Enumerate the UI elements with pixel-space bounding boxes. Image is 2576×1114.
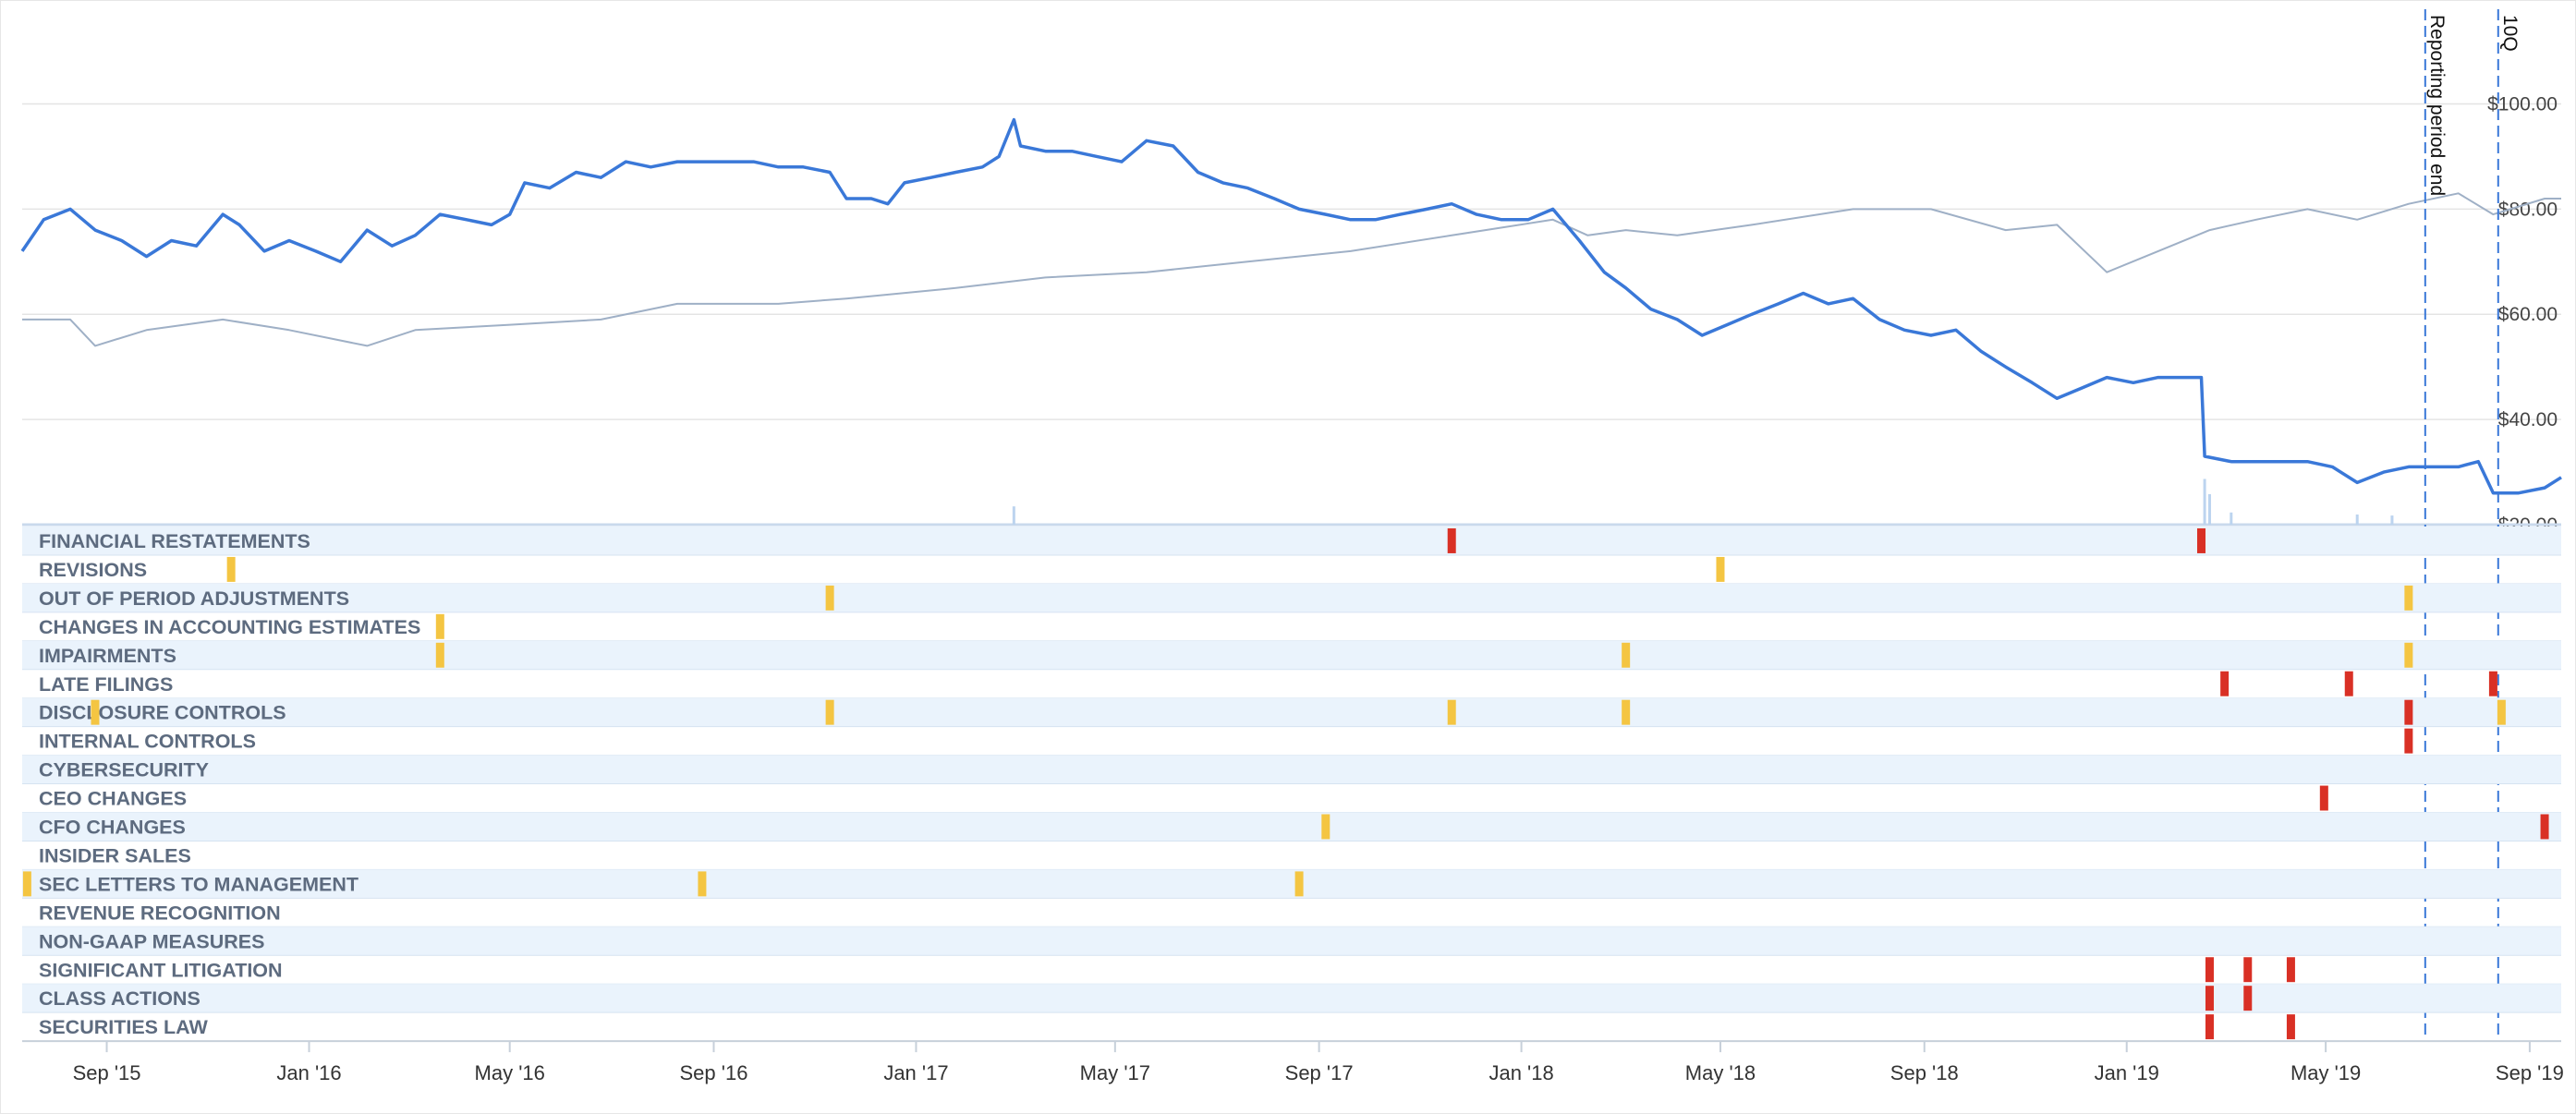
event-marker-red[interactable] [2205,1014,2214,1040]
event-marker-red[interactable] [2286,957,2295,983]
event-marker-yellow[interactable] [22,871,31,897]
event-row-label: LATE FILINGS [39,673,173,696]
event-marker-yellow[interactable] [435,642,444,668]
volume-bar [1012,506,1015,525]
volume-bar [2203,478,2206,525]
stock-price-line [20,117,2562,495]
event-row-label: OUT OF PERIOD ADJUSTMENTS [39,587,349,610]
event-row-label: INTERNAL CONTROLS [39,731,256,753]
event-row-label: INSIDER SALES [39,844,191,866]
event-marker-red[interactable] [2540,814,2549,840]
event-row-label: CYBERSECURITY [39,759,209,781]
price-tick-label: $100.00 [2487,93,2558,115]
event-marker-yellow[interactable] [1294,871,1304,897]
event-marker-red[interactable] [1447,528,1456,553]
event-marker-red[interactable] [2344,671,2353,696]
event-row-label: CEO CHANGES [39,788,187,810]
event-marker-yellow[interactable] [698,871,707,897]
x-axis-tick-label: Sep '15 [73,1061,141,1084]
x-axis-tick-label: Sep '18 [1890,1061,1959,1084]
event-marker-red[interactable] [2286,1014,2295,1040]
volume-bar [2390,515,2394,525]
event-marker-yellow[interactable] [825,699,834,725]
event-row-label: CHANGES IN ACCOUNTING ESTIMATES [39,616,420,638]
event-row-band [22,640,2561,670]
event-row-label: FINANCIAL RESTATEMENTS [39,530,310,552]
event-marker-yellow[interactable] [1622,642,1631,668]
event-row-band [22,697,2561,727]
event-marker-yellow[interactable] [435,613,444,639]
event-marker-yellow[interactable] [91,699,100,725]
event-marker-yellow[interactable] [1321,814,1331,840]
event-row-label: NON-GAAP MEASURES [39,930,265,952]
event-marker-red[interactable] [2319,785,2328,811]
event-marker-red[interactable] [2205,957,2214,983]
x-axis-tick-label: May '17 [1080,1061,1150,1084]
event-marker-red[interactable] [2205,986,2214,1011]
event-row-label: REVISIONS [39,559,147,581]
event-marker-yellow[interactable] [1447,699,1456,725]
event-marker-yellow[interactable] [1622,699,1631,725]
volume-bar [2355,515,2359,525]
event-marker-yellow[interactable] [2404,585,2413,611]
event-marker-red[interactable] [2243,957,2253,983]
x-axis-tick-label: Sep '19 [2496,1061,2564,1084]
event-marker-red[interactable] [2197,528,2206,553]
event-marker-yellow[interactable] [1716,556,1725,582]
x-axis-tick-label: May '16 [475,1061,545,1084]
event-row-label: DISCLOSURE CONTROLS [39,702,286,724]
event-row-band [22,583,2561,612]
event-row-label: SECURITIES LAW [39,1016,208,1038]
event-row-band [22,527,2561,555]
x-axis-tick-label: Sep '16 [680,1061,748,1084]
price-tick-label: $60.00 [2498,304,2558,325]
event-marker-red[interactable] [2404,728,2413,754]
x-axis-tick-label: Jan '16 [276,1061,341,1084]
event-row-label: IMPAIRMENTS [39,645,176,667]
x-axis-tick-label: Jan '18 [1488,1061,1553,1084]
event-row-label: CFO CHANGES [39,817,186,839]
event-marker-red[interactable] [2404,699,2413,725]
x-axis-tick-label: Sep '17 [1285,1061,1354,1084]
event-row-band [22,869,2561,899]
event-marker-yellow[interactable] [825,585,834,611]
x-axis-tick-label: May '18 [1685,1061,1756,1084]
event-row-band [22,984,2561,1013]
price-tick-label: $80.00 [2498,199,2558,220]
event-marker-red[interactable] [2488,671,2497,696]
volume-bar [2230,512,2233,525]
benchmark-price-line [22,192,2561,347]
x-axis-tick-label: May '19 [2290,1061,2361,1084]
vertical-marker-label: Reporting period end [2426,15,2448,196]
event-row-band [22,926,2561,956]
event-marker-red[interactable] [2220,671,2230,696]
event-row-label: SEC LETTERS TO MANAGEMENT [39,873,358,895]
event-row-label: CLASS ACTIONS [39,987,200,1010]
x-axis-tick-label: Jan '19 [2095,1061,2159,1084]
event-marker-yellow[interactable] [2497,699,2506,725]
event-row-label: REVENUE RECOGNITION [39,902,281,924]
x-axis-tick-label: Jan '17 [883,1061,948,1084]
event-marker-red[interactable] [2243,986,2253,1011]
event-row-band [22,755,2561,784]
event-marker-yellow[interactable] [2404,642,2413,668]
event-row-label: SIGNIFICANT LITIGATION [39,959,283,981]
event-row-band [22,812,2561,842]
event-marker-yellow[interactable] [226,556,236,582]
vertical-marker-label: 10Q [2499,15,2521,52]
price-tick-label: $40.00 [2498,409,2558,430]
volume-bar [2207,494,2211,525]
